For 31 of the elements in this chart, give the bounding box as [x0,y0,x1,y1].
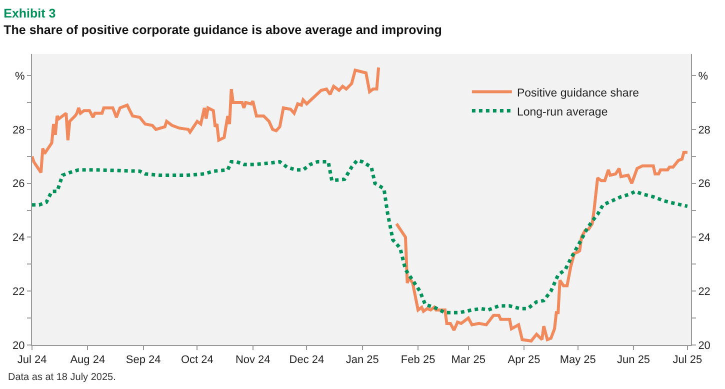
x-tick-label: Sep 24 [126,354,161,366]
legend-label: Positive guidance share [516,87,640,100]
x-tick-label: Apr 25 [508,354,540,366]
x-tick-label: Jul 25 [672,354,702,366]
x-tick-label: May 25 [560,354,596,366]
y-tick-label: 26 [12,178,25,190]
text: Data as at 18 July 2025. [8,372,116,383]
y2-tick-label: 28 [698,124,710,136]
y-tick-label: 20 [12,340,25,352]
y-tick-label: 22 [12,286,25,298]
chart-subtitle: The share of positive corporate guidance is above average and improving [4,22,442,37]
y2-tick-label: 20 [698,340,710,352]
x-tick-label: Dec 24 [289,354,324,366]
x-tick-label: Jun 25 [617,354,650,366]
y-tick-label: 28 [12,124,25,136]
y2-tick-label: 26 [698,178,710,190]
y2-tick-label: 24 [698,232,710,244]
x-tick-label: Mar 25 [451,354,486,366]
x-tick-label: Oct 24 [180,354,214,366]
y-tick-label: 24 [12,232,25,244]
x-tick-label: Aug 24 [70,354,106,366]
chart-title: Exhibit 3 [4,6,56,21]
x-tick-label: Jan 25 [346,354,379,366]
legend-label: Long-run average [516,106,608,118]
x-tick-label: Jul 24 [17,354,47,366]
y-tick-label: % [15,70,26,82]
y2-tick-label: 22 [698,286,710,298]
x-tick-label: Nov 24 [235,354,270,366]
y2-tick-label: % [698,70,708,82]
x-tick-label: Feb 25 [400,354,436,366]
line-series [32,158,690,314]
